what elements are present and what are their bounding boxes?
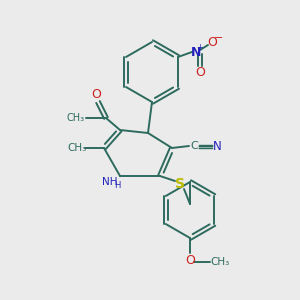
Text: N: N [191,46,201,59]
Text: CH₃: CH₃ [210,257,230,267]
Text: +: + [196,43,203,52]
Text: O: O [207,35,217,49]
Text: C: C [190,141,198,151]
Text: O: O [185,254,195,266]
Text: S: S [175,177,185,191]
Text: CH₃: CH₃ [67,113,85,123]
Text: N: N [213,140,221,152]
Text: O: O [91,88,101,100]
Text: H: H [114,182,120,190]
Text: NH: NH [102,177,118,187]
Text: CH₃: CH₃ [68,143,87,153]
Text: −: − [214,33,224,43]
Text: O: O [195,65,205,79]
